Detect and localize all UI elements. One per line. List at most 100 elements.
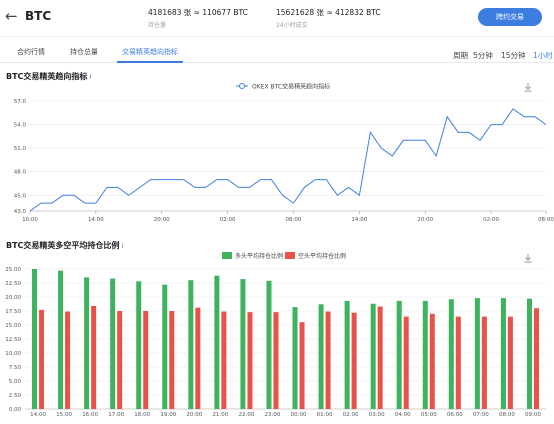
short-bar[interactable]: [377, 306, 383, 409]
chart2-y-tick: 5.00: [9, 379, 22, 385]
chart2-x-tick: 15:00: [56, 412, 72, 418]
chart1-legend-label: OKEX BTC交易精英趋向指标: [252, 83, 330, 91]
long-bar[interactable]: [162, 284, 168, 409]
chart1-x-tick: 10:00: [22, 217, 38, 223]
info-icon[interactable]: i: [89, 73, 92, 81]
info-icon[interactable]: i: [121, 242, 124, 250]
active-tab-indicator: [117, 61, 183, 63]
chart2-x-tick: 04:00: [395, 412, 411, 418]
chart2-x-tick: 07:00: [473, 412, 489, 418]
chart2-y-tick: 10.00: [5, 351, 21, 357]
long-bar[interactable]: [526, 298, 532, 409]
download-icon[interactable]: [524, 254, 532, 263]
volume-stat: 15621628 张 ≈ 412832 BTC 24小时成交: [276, 7, 381, 29]
open-interest-label: 持仓量: [148, 22, 167, 29]
chart2-x-tick: 21:00: [212, 412, 228, 418]
long-bar[interactable]: [292, 307, 298, 409]
arrow-left-icon[interactable]: ←: [5, 7, 18, 25]
chart2-x-tick: 16:00: [82, 412, 98, 418]
long-short-ratio-bar-chart: 多头平均持仓比例 空头平均持仓比例 25.00 22.50 20.00 17.50 15…: [5, 252, 546, 418]
chart1-x-tick: 08:00: [538, 217, 554, 223]
chart2-x-tick: 18:00: [134, 412, 150, 418]
chart2-y-tick: 0.00: [9, 407, 22, 413]
interval-15m[interactable]: 15分钟: [501, 51, 526, 60]
long-bar[interactable]: [266, 280, 272, 409]
short-bar[interactable]: [403, 316, 409, 409]
chart1-x-tick: 14:00: [351, 217, 367, 223]
short-bar[interactable]: [169, 311, 175, 409]
short-bar[interactable]: [221, 311, 227, 409]
short-bar[interactable]: [299, 322, 305, 409]
chart2-y-tick: 17.50: [5, 309, 21, 315]
chart2-title: BTC交易精英多空平均持仓比例 i: [6, 240, 123, 251]
long-legend-swatch: [222, 252, 232, 259]
tab-bar: 合约行情 持仓总量 交易精英趋向指标: [0, 40, 554, 63]
interval-label: 周期: [453, 51, 468, 60]
long-bar[interactable]: [422, 300, 428, 409]
short-bar[interactable]: [507, 316, 513, 409]
chart2-x-tick: 09:00: [525, 412, 541, 418]
short-legend-swatch: [285, 252, 295, 259]
long-bar[interactable]: [500, 298, 506, 409]
short-bar[interactable]: [91, 305, 97, 409]
short-bar[interactable]: [143, 311, 149, 409]
long-bar[interactable]: [58, 270, 64, 409]
long-bar[interactable]: [188, 280, 194, 409]
long-bar[interactable]: [214, 275, 220, 409]
long-bar[interactable]: [32, 269, 38, 409]
tab-open-interest[interactable]: 持仓总量: [70, 48, 98, 56]
short-bar[interactable]: [117, 311, 123, 409]
chart2-x-tick: 17:00: [108, 412, 124, 418]
chart2-legend-long-label: 多头平均持仓比例: [235, 252, 283, 260]
chart2-x-tick: 06:00: [447, 412, 463, 418]
long-bar[interactable]: [84, 277, 90, 409]
trade-button[interactable]: 跨约交易: [478, 8, 542, 26]
chart2-x-tick: 14:00: [30, 412, 46, 418]
interval-1h[interactable]: 1小时: [533, 51, 553, 60]
open-interest-stat: 4181683 张 ≈ 110677 BTC 持仓量: [148, 7, 248, 29]
long-bar[interactable]: [110, 278, 116, 409]
long-bar[interactable]: [344, 300, 350, 409]
chart1-y-tick: 45.0: [14, 193, 27, 199]
short-bar[interactable]: [455, 316, 461, 409]
chart2-x-tick: 19:00: [160, 412, 176, 418]
long-bar[interactable]: [396, 300, 402, 409]
chart2-y-tick: 25.00: [5, 267, 21, 273]
elite-trend-line-chart: OKEX BTC交易精英趋向指标 57.0 54.0 51.0 48.0 45.0 43.…: [14, 83, 554, 224]
elite-trend-line: [29, 108, 547, 212]
chart2-legend-short[interactable]: 空头平均持仓比例: [285, 252, 346, 260]
chart1-x-tick: 02:00: [483, 217, 499, 223]
long-bar[interactable]: [370, 303, 376, 409]
volume-value: 15621628 张 ≈ 412832 BTC: [276, 8, 381, 17]
interval-5m[interactable]: 5分钟: [473, 51, 493, 60]
chart2-y-tick: 12.50: [5, 337, 21, 343]
tab-elite-indicator[interactable]: 交易精英趋向指标: [122, 48, 178, 56]
short-bar[interactable]: [39, 309, 45, 409]
chart1-legend[interactable]: OKEX BTC交易精英趋向指标: [236, 83, 330, 91]
short-bar[interactable]: [195, 307, 201, 409]
chart1-y-tick: 54.0: [14, 123, 27, 129]
chart2-x-tick: 03:00: [369, 412, 385, 418]
long-bar[interactable]: [240, 279, 246, 409]
chart2-x-tick: 22:00: [238, 412, 254, 418]
long-bar[interactable]: [318, 304, 324, 409]
short-bar[interactable]: [351, 312, 357, 409]
short-bar[interactable]: [481, 316, 487, 409]
short-bar[interactable]: [273, 312, 279, 409]
chart2-y-tick: 7.50: [9, 365, 22, 371]
tab-market[interactable]: 合约行情: [17, 48, 45, 56]
chart2-legend-long[interactable]: 多头平均持仓比例: [222, 252, 283, 260]
long-bar[interactable]: [474, 298, 480, 409]
chart1-x-tick: 02:00: [220, 217, 236, 223]
short-bar[interactable]: [247, 312, 253, 409]
short-bar[interactable]: [325, 311, 331, 409]
volume-label: 24小时成交: [276, 22, 308, 29]
long-bar[interactable]: [448, 299, 454, 409]
short-bar[interactable]: [429, 313, 435, 409]
chart1-x-tick: 20:00: [154, 217, 170, 223]
chart1-title: BTC交易精英趋向指标 i: [6, 71, 91, 82]
long-bar[interactable]: [136, 281, 142, 409]
short-bar[interactable]: [65, 311, 71, 409]
short-bar[interactable]: [533, 308, 539, 409]
download-icon[interactable]: [524, 83, 532, 92]
